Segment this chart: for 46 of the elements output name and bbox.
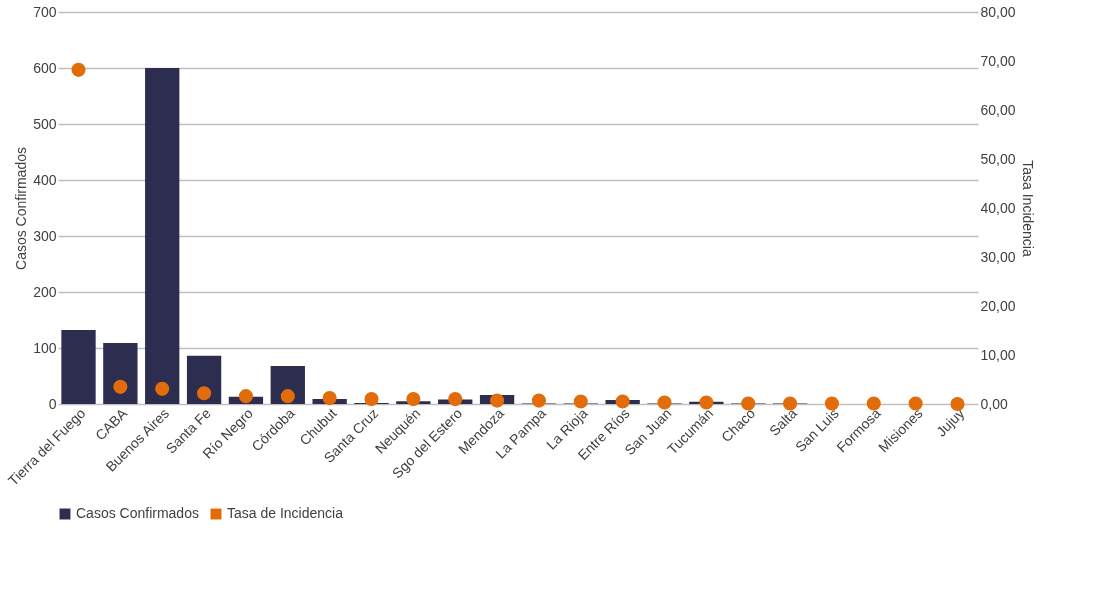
point [824, 396, 839, 411]
y-tick-label: 200 [33, 283, 57, 300]
y-tick-label: 500 [33, 115, 57, 132]
y-tick-label: 700 [33, 3, 57, 20]
y-tick-label: 400 [33, 171, 57, 188]
point [741, 396, 756, 411]
y2-tick-label: 70,00 [980, 52, 1016, 69]
y2-tick-label: 0,00 [980, 395, 1008, 412]
y-tick-label: 100 [33, 339, 57, 356]
y2-tick-label: 60,00 [980, 101, 1016, 118]
point [615, 394, 630, 409]
point [155, 381, 170, 396]
bar [186, 355, 222, 404]
y-tick-label: 600 [33, 59, 57, 76]
y2-axis-title: Tasa Incidencia [1019, 160, 1036, 257]
y2-tick-label: 80,00 [980, 3, 1016, 20]
point [197, 386, 212, 401]
point [448, 392, 463, 407]
point [782, 396, 798, 411]
bar [103, 342, 138, 404]
y2-tick-label: 20,00 [980, 297, 1016, 314]
y-tick-label: 0 [48, 395, 57, 412]
point [322, 391, 337, 406]
point [238, 389, 254, 404]
point [113, 379, 128, 394]
point [490, 393, 505, 408]
bar [145, 68, 180, 404]
point [573, 394, 588, 409]
bar [61, 330, 96, 404]
y-axis-title: Casos Confirmados [13, 147, 30, 270]
y2-tick-label: 40,00 [980, 199, 1016, 216]
y2-tick-label: 10,00 [980, 346, 1016, 363]
point [657, 395, 672, 410]
point [280, 389, 295, 404]
point [406, 392, 421, 407]
point [866, 396, 881, 411]
point [71, 62, 86, 77]
y-tick-label: 300 [33, 227, 57, 244]
point [699, 395, 714, 410]
point [364, 392, 379, 407]
legend-label: Tasa de Incidencia [227, 505, 344, 521]
point [531, 393, 546, 408]
y2-tick-label: 30,00 [980, 248, 1016, 265]
point [908, 396, 923, 411]
y2-tick-label: 50,00 [980, 150, 1016, 167]
legend-label: Casos Confirmados [76, 505, 199, 521]
